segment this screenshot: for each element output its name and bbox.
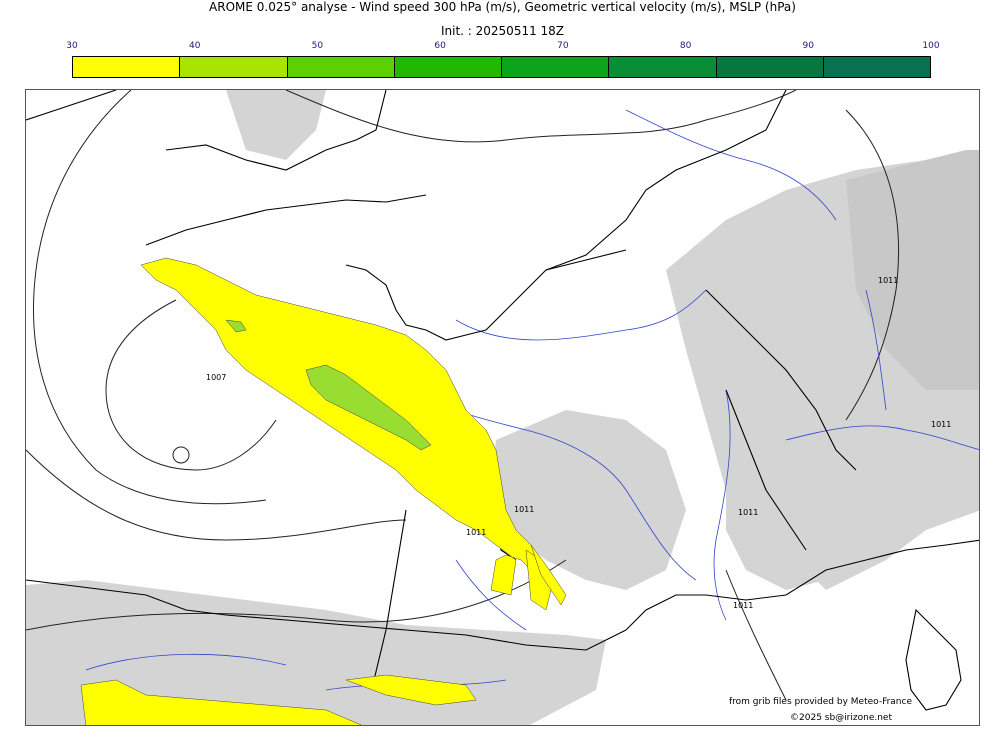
colorbar-segment [73,57,181,77]
terrain-shading [26,90,979,725]
credit-copyright: ©2025 sb@irizone.net [790,713,892,723]
isobar-label: 1007 [206,373,226,382]
colorbar-segment [716,57,824,77]
credit-source: from grib files provided by Meteo-France [728,697,912,707]
colorbar-tick: 50 [311,41,324,51]
colorbar [72,56,931,78]
colorbar-segment [287,57,395,77]
init-time: Init. : 20250511 18Z [440,24,565,38]
colorbar-ticks: 30 40 50 60 70 80 90 100 [66,41,939,53]
colorbar-segment [394,57,502,77]
isobar-labels: 1007 1011 1011 1011 1011 1011 1011 [206,276,951,610]
isobar-label: 1011 [878,276,898,285]
rivers [85,109,979,691]
isobar-label: 1011 [733,601,753,610]
colorbar-tick: 100 [922,41,940,51]
isobar-label: 1011 [931,420,951,429]
colorbar-tick: 70 [557,41,569,51]
colorbar-segment [180,57,288,77]
isobar-label: 1011 [466,528,486,537]
wind-speed-shading [80,257,567,725]
colorbar-tick: 30 [66,41,78,51]
weather-map: 1007 1011 1011 1011 1011 1011 1011 [25,89,980,726]
map-canvas: 1007 1011 1011 1011 1011 1011 1011 [26,90,979,725]
colorbar-segment [609,57,717,77]
colorbar-segment [502,57,610,77]
colorbar-tick: 60 [434,41,446,51]
isobar-label: 1011 [738,508,758,517]
isobar-label: 1011 [514,505,534,514]
isobars [26,90,899,701]
colorbar-tick: 80 [679,41,692,51]
map-title: AROME 0.025° analyse - Wind speed 300 hP… [209,0,796,14]
colorbar-tick: 90 [802,41,814,51]
colorbar-tick: 40 [189,41,201,51]
colorbar-segment [823,57,930,77]
